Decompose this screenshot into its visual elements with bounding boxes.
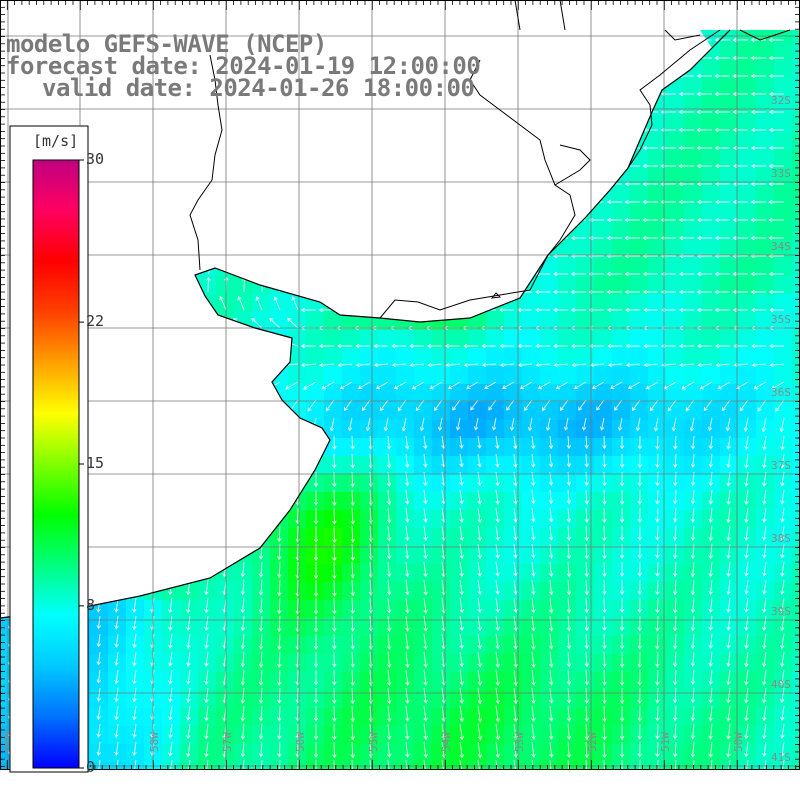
longitude-label: 54W <box>440 732 453 752</box>
lat-lon-grid <box>0 0 800 770</box>
latitude-label: 40S <box>771 678 791 691</box>
coastline <box>0 0 791 619</box>
longitude-labels: 60W59W58W57W56W55W54W53W52W51W50W <box>2 732 745 752</box>
colorbar <box>9 125 89 773</box>
colorbar-tick-label: 15 <box>86 454 105 472</box>
colorbar-tick-label: 0 <box>86 758 96 776</box>
latitude-label: 35S <box>771 313 791 326</box>
frame-ticks <box>0 0 800 770</box>
colorbar-unit: [m/s] <box>33 132 79 150</box>
title-valid-date: valid date: 2024-01-26 18:00:00 <box>42 74 475 102</box>
latitude-label: 37S <box>771 459 791 472</box>
latitude-label: 38S <box>771 532 791 545</box>
latitude-label: 32S <box>771 94 791 107</box>
colorbar-tick-label: 8 <box>86 595 96 614</box>
colorbar-tick-label: 30 <box>86 150 105 168</box>
longitude-label: 57W <box>221 732 234 752</box>
longitude-label: 56W <box>294 732 307 752</box>
title-model: modelo GEFS-WAVE (NCEP) <box>6 30 327 58</box>
longitude-label: 58W <box>148 732 161 752</box>
latitude-label: 41S <box>771 751 791 764</box>
longitude-label: 55W <box>367 732 380 752</box>
latitude-label: 39S <box>771 605 791 618</box>
title-forecast-date: forecast date: 2024-01-19 12:00:00 <box>6 52 481 80</box>
longitude-label: 50W <box>732 732 745 752</box>
latitude-label: 36S <box>771 386 791 399</box>
latitude-labels: 32S 33S 34S 35S 36S 37S 38S 39S 40S 41S <box>771 94 791 764</box>
longitude-label: 53W <box>513 732 526 752</box>
colorbar-tick-label: 22 <box>86 312 105 331</box>
longitude-label: 51W <box>659 732 672 752</box>
colorbar-scale <box>32 159 80 769</box>
latitude-label: 33S <box>771 167 791 180</box>
latitude-label: 34S <box>771 240 791 253</box>
longitude-label: 52W <box>586 732 599 752</box>
